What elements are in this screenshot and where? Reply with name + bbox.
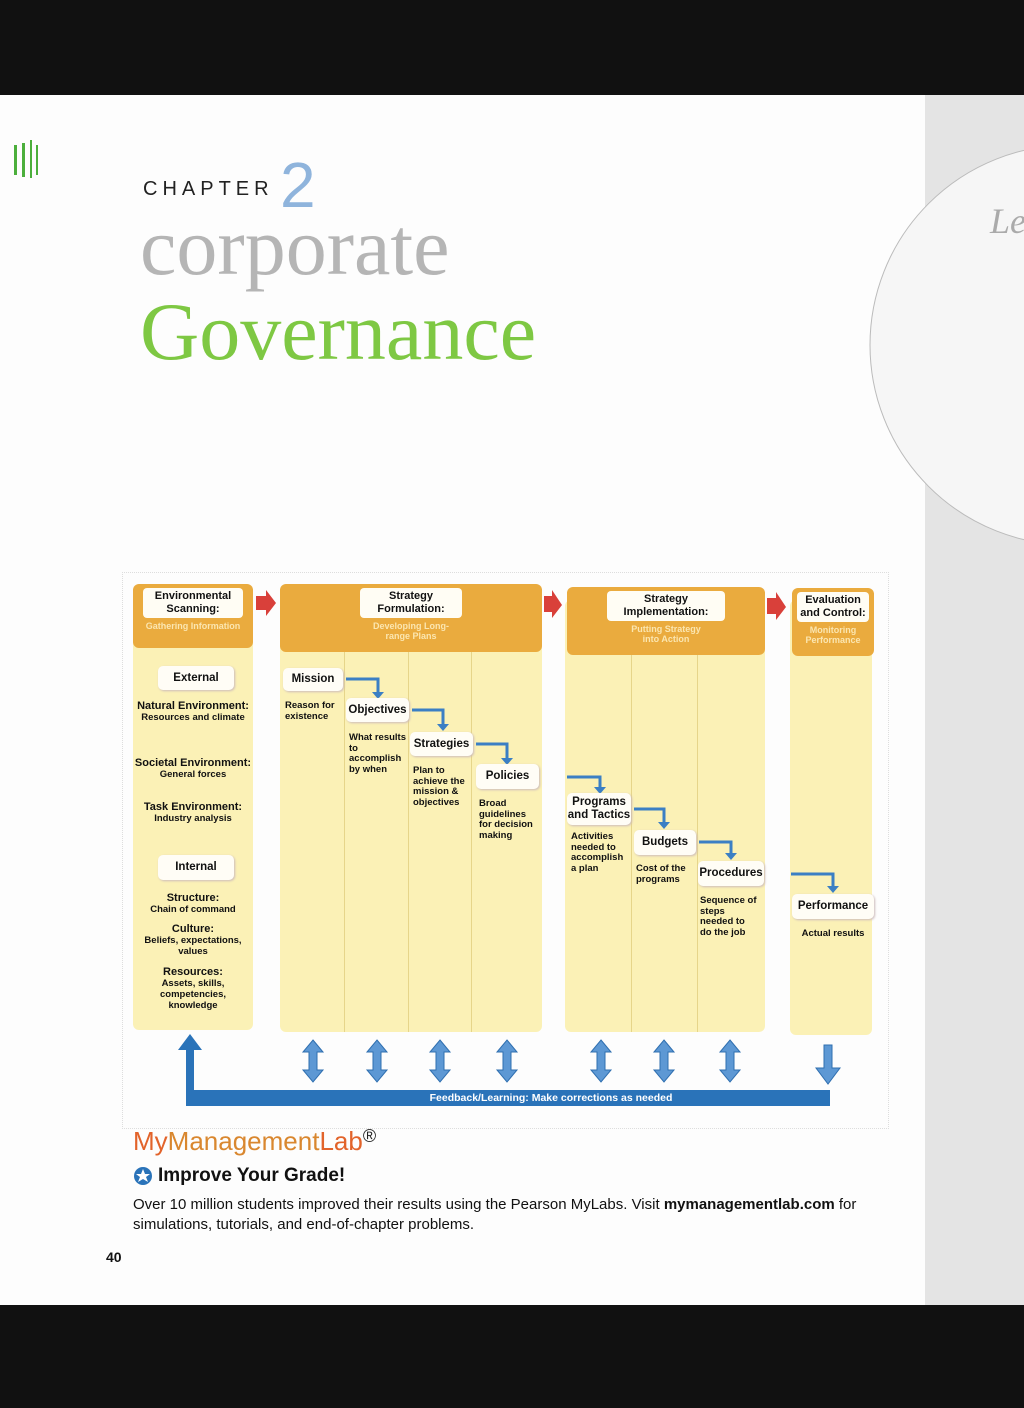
group-heading: Internal <box>158 855 234 880</box>
stage-title: Environmental Scanning: <box>143 588 243 618</box>
step-detail: Cost of the programs <box>636 863 686 885</box>
step: Budgets <box>634 830 696 855</box>
brand-part: ® <box>362 1126 377 1146</box>
stage-title: Evaluation and Control: <box>797 592 869 622</box>
item-detail: Beliefs, expectations, values <box>144 935 242 957</box>
step-detail: Actual results <box>801 928 865 939</box>
stage-header: Environmental Scanning: Gathering Informa… <box>133 584 253 648</box>
item-name: Culture: <box>171 923 215 935</box>
step-detail: Plan to achieve the mission & objectives <box>413 765 465 808</box>
feedback-label: Feedback/Learning: Make corrections as n… <box>429 1092 673 1104</box>
item-detail: Assets, skills, competencies, knowledge <box>160 978 226 1011</box>
promo-text: Over 10 million students improved their … <box>133 1195 873 1235</box>
group-heading: External <box>158 666 234 690</box>
step: Programs and Tactics <box>567 793 631 825</box>
stage-header: Evaluation and Control: Monitoring Perfor… <box>792 588 874 656</box>
stage-header: Strategy Implementation: Putting Strategy… <box>567 587 765 655</box>
step: Procedures <box>698 861 764 886</box>
column <box>790 600 872 1035</box>
item-detail: Industry analysis <box>154 813 232 824</box>
step-detail: Reason for existence <box>285 700 335 722</box>
brand: MyManagementLab® <box>133 1126 376 1157</box>
stage-title: Strategy Implementation: <box>607 591 725 621</box>
step: Policies <box>476 764 539 789</box>
step-detail: Sequence of steps needed to do the job <box>700 895 757 938</box>
page-number: 40 <box>106 1249 122 1265</box>
item-detail: General forces <box>159 769 227 780</box>
step: Strategies <box>410 732 473 756</box>
step: Performance <box>792 894 874 919</box>
brand-part: My <box>133 1126 168 1156</box>
promo-heading: Improve Your Grade! <box>158 1165 346 1186</box>
stage-subtitle: Developing Long-range Plans <box>373 621 449 641</box>
next-page-fragment: Le <box>990 201 1024 241</box>
stage-subtitle: Monitoring Performance <box>805 625 861 645</box>
title-line: corporate <box>140 201 450 292</box>
stage-subtitle: Gathering Information <box>145 621 241 631</box>
item-name: Societal Environment: <box>134 757 252 769</box>
item-name: Natural Environment: <box>137 700 249 712</box>
step-detail: What results to accomplish by when <box>349 732 407 775</box>
page-edge <box>14 95 1024 1305</box>
item-name: Task Environment: <box>143 801 243 813</box>
step: Objectives <box>346 698 409 722</box>
item-name: Resources: <box>163 966 223 978</box>
stage-subtitle: Putting Strategy into Action <box>631 624 701 644</box>
item-detail: Chain of command <box>150 904 236 915</box>
chapter-number: 2 <box>280 149 316 221</box>
stage-title: Strategy Formulation: <box>360 588 462 618</box>
stage-header: Strategy Formulation: Developing Long-ran… <box>280 584 542 652</box>
step-detail: Activities needed to accomplish a plan <box>571 831 624 874</box>
step: Mission <box>283 668 343 691</box>
brand-part: Lab <box>319 1126 363 1156</box>
star-icon <box>134 1167 152 1185</box>
text: Over 10 million students improved their … <box>133 1196 660 1213</box>
brand-part: Management <box>167 1126 320 1156</box>
chapter-label: CHAPTER <box>143 178 274 200</box>
text: for simulations, tutorials, and end-of-c… <box>133 1196 857 1233</box>
diagram <box>122 572 889 1129</box>
step-detail: Broad guidelines for decision making <box>479 798 533 841</box>
title-line: Governance <box>140 286 537 377</box>
item-name: Structure: <box>166 892 220 904</box>
item-detail: Resources and climate <box>141 712 245 723</box>
link: mymanagementlab.com <box>663 1196 835 1213</box>
